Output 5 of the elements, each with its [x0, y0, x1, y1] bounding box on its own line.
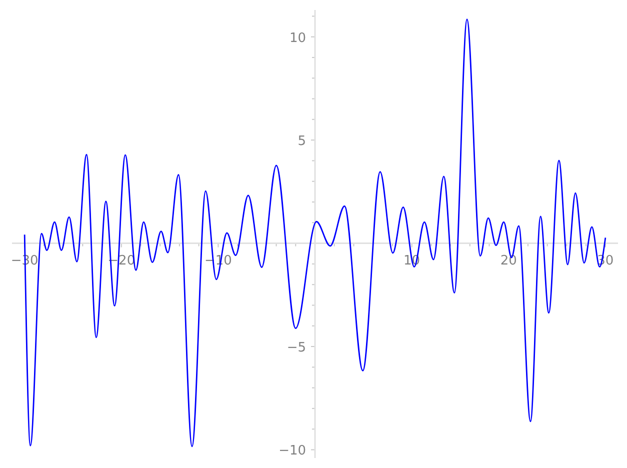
y-tick-label: −5	[286, 340, 306, 356]
y-tick-label: 10	[289, 30, 306, 46]
x-tick-label: 20	[500, 253, 517, 268]
y-tick-label: 5	[298, 134, 306, 150]
y-tick-label: −10	[278, 444, 306, 459]
